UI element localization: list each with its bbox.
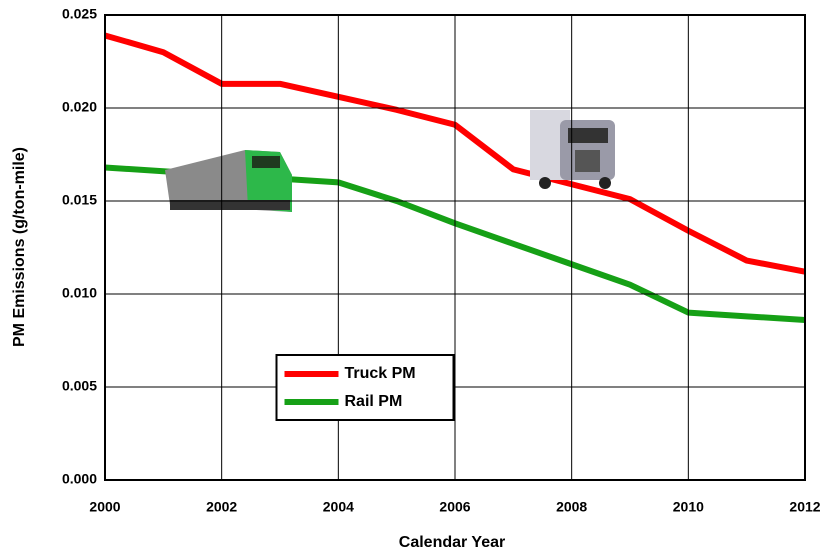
- x-tick-label: 2012: [789, 499, 820, 515]
- y-tick-label: 0.015: [62, 192, 97, 208]
- y-tick-label: 0.025: [62, 6, 97, 22]
- legend-label: Truck PM: [345, 365, 416, 382]
- y-axis-title: PM Emissions (g/ton-mile): [11, 147, 28, 347]
- x-tick-label: 2008: [556, 499, 587, 515]
- y-tick-label: 0.005: [62, 378, 97, 394]
- truck-image: [530, 110, 615, 189]
- x-tick-label: 2006: [439, 499, 470, 515]
- x-tick-label: 2010: [673, 499, 704, 515]
- y-tick-label: 0.020: [62, 99, 97, 115]
- x-tick-label: 2002: [206, 499, 237, 515]
- x-tick-label: 2000: [89, 499, 120, 515]
- y-tick-label: 0.010: [62, 285, 97, 301]
- chart: Calendar Year PM Emissions (g/ton-mile) …: [0, 0, 828, 557]
- x-axis-title: Calendar Year: [399, 534, 505, 551]
- legend-label: Rail PM: [345, 393, 403, 410]
- y-tick-label: 0.000: [62, 471, 97, 487]
- legend: Truck PM Rail PM: [277, 355, 454, 420]
- x-tick-label: 2004: [323, 499, 354, 515]
- train-image: [165, 150, 292, 212]
